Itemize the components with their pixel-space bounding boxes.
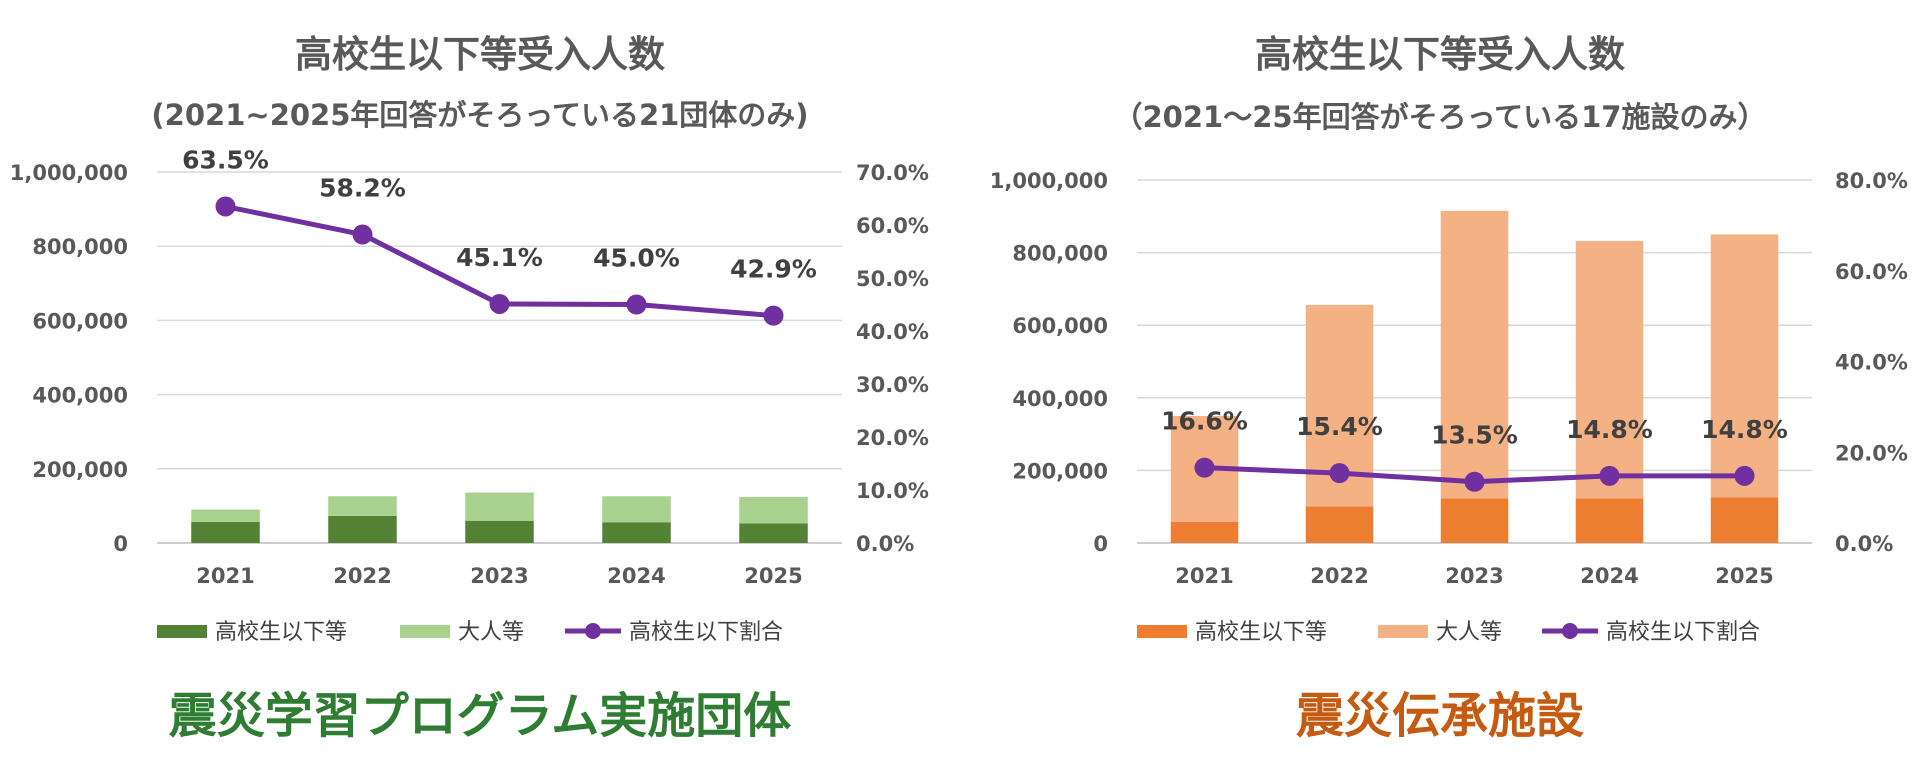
y2-tick-label: 0.0% xyxy=(856,532,914,556)
y2-tick-label: 20.0% xyxy=(856,426,929,450)
data-label: 14.8% xyxy=(1566,415,1653,444)
x-tick-label: 2023 xyxy=(470,564,528,588)
legend-label: 高校生以下割合 xyxy=(1606,620,1760,645)
combo-chart: 0 200,000 400,000 600,000 800,000 1,000,000 0.… xyxy=(990,169,1908,645)
bar-segment xyxy=(1170,521,1239,543)
y-tick-label: 200,000 xyxy=(1012,459,1108,483)
y-tick-label: 200,000 xyxy=(32,458,128,482)
line-point xyxy=(1329,463,1350,484)
bar-segment xyxy=(1710,234,1779,498)
x-tick-label: 2024 xyxy=(1580,564,1638,588)
legend-label: 高校生以下等 xyxy=(1195,620,1327,645)
x-tick-label: 2025 xyxy=(1715,564,1773,588)
bar-segment xyxy=(1440,210,1509,499)
y-tick-label: 1,000,000 xyxy=(990,169,1108,193)
x-tick-label: 2023 xyxy=(1445,564,1503,588)
y-tick-label: 1,000,000 xyxy=(10,161,128,185)
bar-segment xyxy=(1440,498,1509,543)
chart-subtitle: (2021~2025年回答がそろっている21団体のみ) xyxy=(151,98,809,132)
bar-segment xyxy=(1305,506,1374,543)
bar-segment xyxy=(191,509,260,522)
x-tick-label: 2021 xyxy=(1175,564,1233,588)
y-tick-label: 600,000 xyxy=(1012,314,1108,338)
line-point xyxy=(352,224,373,245)
y2-tick-label: 60.0% xyxy=(1835,260,1908,284)
y-tick-label: 800,000 xyxy=(1012,242,1108,266)
y2-tick-label: 70.0% xyxy=(856,161,929,185)
y2-tick-label: 20.0% xyxy=(1835,441,1908,465)
data-label: 16.6% xyxy=(1161,407,1248,436)
data-label: 58.2% xyxy=(319,174,406,203)
legend-swatch xyxy=(1137,625,1187,638)
bar-segment xyxy=(602,496,671,523)
bar-segment xyxy=(465,492,534,521)
line-point xyxy=(1599,465,1620,486)
legend-marker xyxy=(1562,623,1578,639)
legend-marker xyxy=(585,623,601,639)
bar-segment xyxy=(1575,498,1644,543)
bar-segment xyxy=(1575,240,1644,499)
x-tick-label: 2025 xyxy=(744,564,802,588)
bar-segment xyxy=(602,522,671,543)
x-tick-label: 2022 xyxy=(333,564,391,588)
y-tick-label: 400,000 xyxy=(1012,387,1108,411)
line-point xyxy=(1194,457,1215,478)
combo-chart: 0 200,000 400,000 600,000 800,000 1,000,000 0.… xyxy=(10,145,929,645)
y-tick-label: 0 xyxy=(1093,532,1108,556)
legend-label: 大人等 xyxy=(1436,620,1502,645)
legend-swatch xyxy=(1378,625,1428,638)
y-tick-label: 600,000 xyxy=(32,309,128,333)
chart-panel-memorial-facilities: 高校生以下等受入人数 （2021～25年回答がそろっている17施設のみ） 0 20… xyxy=(960,0,1920,770)
y-tick-label: 400,000 xyxy=(32,384,128,408)
y2-tick-label: 60.0% xyxy=(856,214,929,238)
legend-swatch xyxy=(157,625,207,638)
legend-label: 大人等 xyxy=(458,620,524,645)
line-point xyxy=(1734,465,1755,486)
y2-tick-label: 0.0% xyxy=(1835,532,1893,556)
chart-caption: 震災学習プログラム実施団体 xyxy=(168,688,792,744)
legend-swatch xyxy=(400,625,450,638)
bar-segment xyxy=(739,496,808,524)
data-label: 42.9% xyxy=(730,255,817,284)
legend-label: 高校生以下等 xyxy=(215,620,347,645)
chart-subtitle: （2021～25年回答がそろっている17施設のみ） xyxy=(1113,100,1767,134)
bar-segment xyxy=(465,520,534,543)
line-point xyxy=(215,196,236,217)
data-label: 15.4% xyxy=(1296,412,1383,441)
data-label: 14.8% xyxy=(1701,415,1788,444)
bar-segment xyxy=(1710,497,1779,543)
bar-segment xyxy=(328,496,397,516)
chart-caption: 震災伝承施設 xyxy=(1295,688,1584,744)
y2-tick-label: 10.0% xyxy=(856,479,929,503)
bar-segment xyxy=(739,523,808,543)
chart-panel-program-groups: 高校生以下等受入人数 (2021~2025年回答がそろっている21団体のみ) 0… xyxy=(10,33,929,744)
bar-segment xyxy=(328,515,397,543)
y-tick-label: 0 xyxy=(113,532,128,556)
x-tick-label: 2024 xyxy=(607,564,665,588)
data-label: 45.1% xyxy=(456,243,543,272)
x-tick-label: 2021 xyxy=(196,564,254,588)
legend-label: 高校生以下割合 xyxy=(629,620,783,645)
y-tick-label: 800,000 xyxy=(32,235,128,259)
chart-title: 高校生以下等受入人数 xyxy=(1255,33,1625,76)
y2-tick-label: 30.0% xyxy=(856,373,929,397)
x-tick-label: 2022 xyxy=(1310,564,1368,588)
y2-tick-label: 40.0% xyxy=(856,320,929,344)
data-label: 63.5% xyxy=(182,145,269,174)
line-point xyxy=(763,305,784,326)
y2-tick-label: 50.0% xyxy=(856,267,929,291)
chart-title: 高校生以下等受入人数 xyxy=(295,33,665,76)
line-point xyxy=(626,294,647,315)
y2-tick-label: 40.0% xyxy=(1835,351,1908,375)
data-label: 45.0% xyxy=(593,244,680,273)
data-label: 13.5% xyxy=(1431,421,1518,450)
line-point xyxy=(489,293,510,314)
line-point xyxy=(1464,471,1485,492)
bar-segment xyxy=(191,521,260,543)
y2-tick-label: 80.0% xyxy=(1835,169,1908,193)
